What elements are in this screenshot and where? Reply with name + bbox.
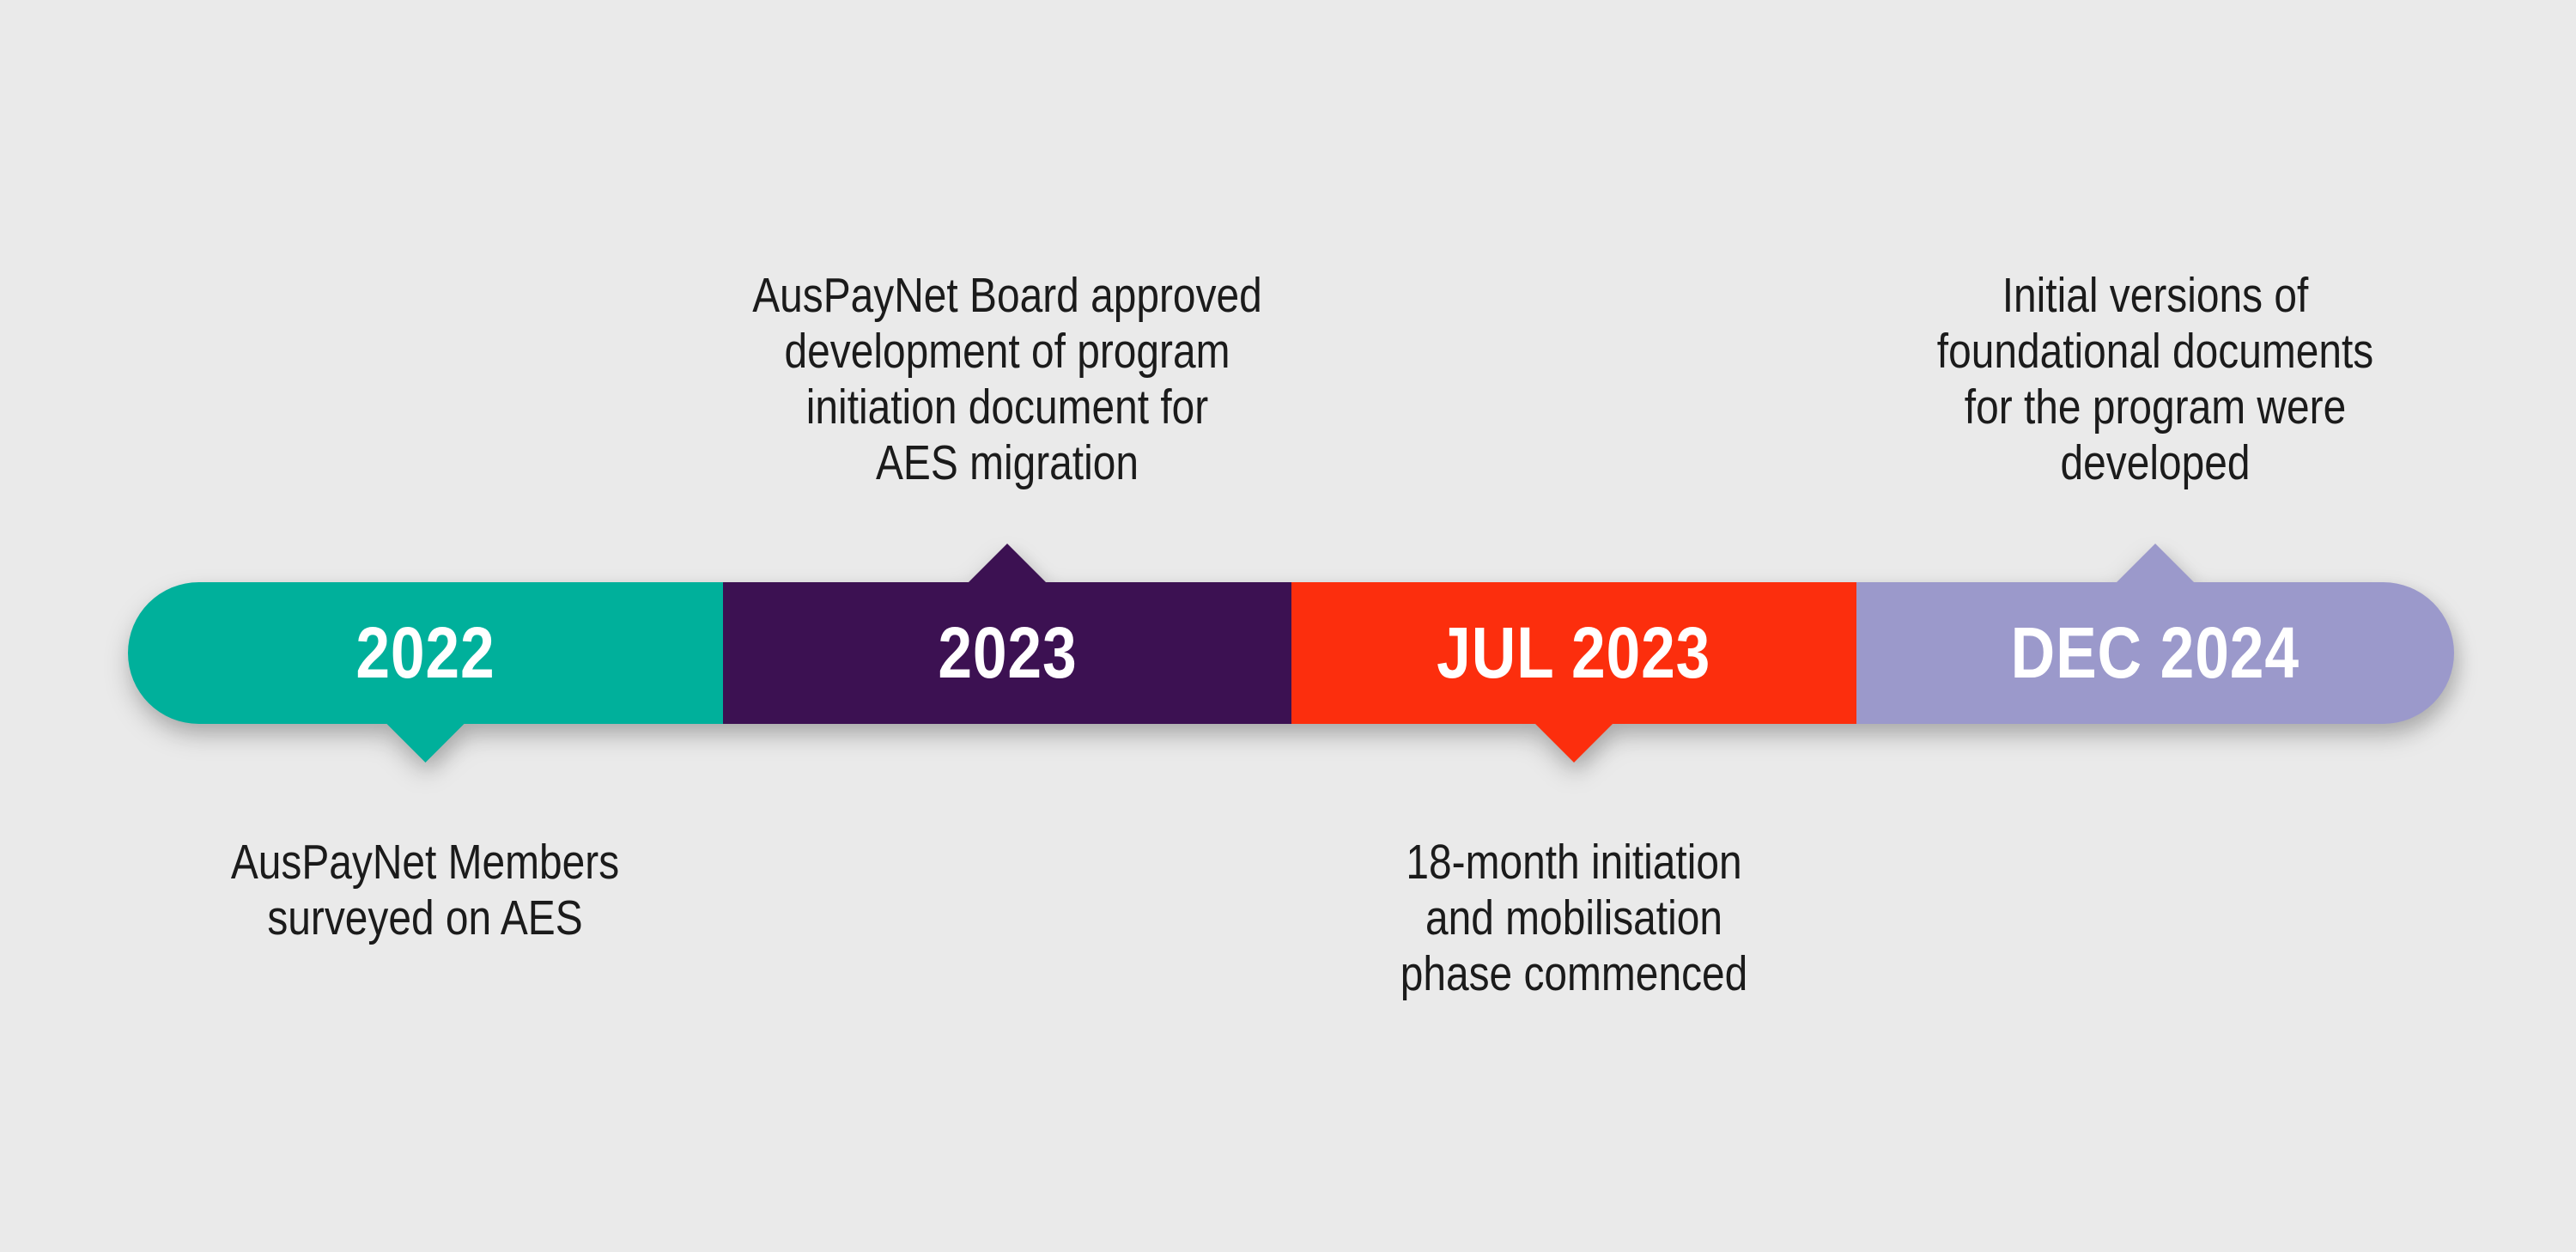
pointer-up-icon: [2116, 544, 2196, 583]
caption-line: surveyed on AES: [267, 890, 584, 945]
caption-line: AusPayNet Board approved: [752, 268, 1262, 323]
caption-line: for the program were: [1964, 380, 2347, 435]
caption-line: AusPayNet Members: [231, 835, 620, 890]
timeline-segment-dec-2024: DEC 2024: [1856, 544, 2454, 724]
caption-dec-2024: Initial versions of foundational document…: [1831, 268, 2480, 491]
caption-line: AES migration: [875, 435, 1139, 490]
caption-2023: AusPayNet Board approved development of p…: [683, 268, 1332, 491]
pointer-up-icon: [967, 544, 1047, 583]
caption-line: development of program: [784, 324, 1230, 379]
timeline-bar: 2022 2023 JUL 2023 DEC 2024: [128, 544, 2454, 763]
caption-line: 18-month initiation: [1406, 835, 1742, 890]
caption-line: foundational documents: [1936, 324, 2374, 379]
pointer-down-icon: [1534, 723, 1614, 763]
caption-line: phase commenced: [1400, 946, 1748, 1001]
pointer-down-icon: [386, 723, 465, 763]
timeline-segment-jul-2023: JUL 2023: [1291, 582, 1857, 763]
caption-line: and mobilisation: [1425, 890, 1723, 945]
caption-line: Initial versions of: [2002, 268, 2309, 323]
caption-2022: AusPayNet Members surveyed on AES: [100, 835, 750, 946]
caption-line: developed: [2060, 435, 2251, 490]
timeline-segment-2022: 2022: [128, 582, 723, 763]
segment-label-jul-2023: JUL 2023: [1437, 612, 1711, 693]
segment-label-2022: 2022: [355, 612, 495, 693]
segment-label-dec-2024: DEC 2024: [2010, 612, 2300, 693]
caption-line: initiation document for: [805, 380, 1209, 435]
timeline-segment-2023: 2023: [722, 544, 1292, 724]
caption-jul-2023: 18-month initiation and mobilisation phase…: [1249, 835, 1899, 1002]
segment-label-2023: 2023: [937, 612, 1078, 693]
